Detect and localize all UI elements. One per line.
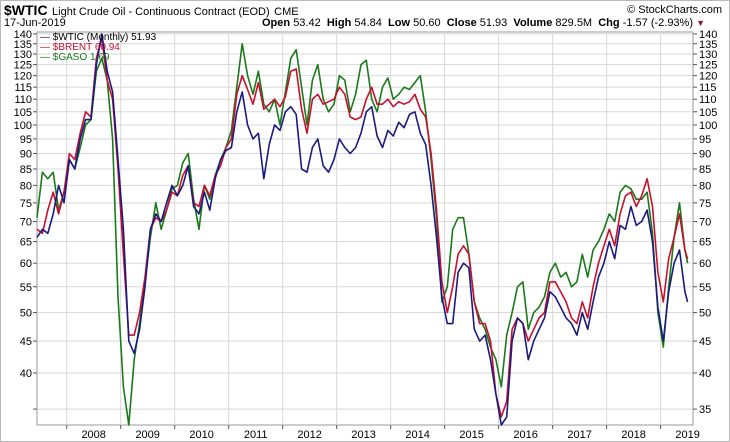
y-tick-label-right: 135 — [699, 39, 717, 51]
y-tick-label-right: 70 — [699, 217, 711, 229]
y-tick-label-right: 140 — [699, 29, 717, 41]
x-tick-label: 2010 — [189, 429, 213, 441]
volume-label: Volume — [513, 17, 553, 29]
y-tick-label-left: 40 — [20, 368, 32, 380]
y-tick-label-right: 110 — [699, 94, 717, 106]
legend-label-wtic: $WTIC (Monthly) 51.93 — [52, 32, 157, 43]
down-triangle-icon: ▼ — [696, 18, 705, 28]
high-value: 54.84 — [354, 17, 382, 29]
y-tick-label-right: 100 — [699, 120, 717, 132]
x-tick-label: 2019 — [675, 429, 699, 441]
x-tick-label: 2016 — [513, 429, 537, 441]
y-tick-label-left: 75 — [20, 198, 32, 210]
x-tick-label: 2009 — [135, 429, 159, 441]
x-tick-label: 2012 — [297, 429, 321, 441]
y-tick-label-left: 50 — [20, 308, 32, 320]
y-tick-label-right: 65 — [699, 237, 711, 249]
y-tick-label-left: 115 — [14, 82, 32, 94]
exchange-label: CME — [274, 6, 299, 18]
legend-swatch-wtic: — — [40, 32, 50, 43]
y-tick-label-right: 55 — [699, 282, 711, 294]
y-tick-label-left: 90 — [20, 148, 32, 160]
quote-bar: 17-Jun-2019 Open 53.42 High 54.84 Low 50… — [4, 17, 724, 29]
y-tick-label-right: 50 — [699, 308, 711, 320]
y-tick-label-right: 105 — [699, 107, 717, 119]
y-tick-label-left: 95 — [20, 134, 32, 146]
legend-item-brent: — $BRENT 60.94 — [40, 43, 160, 53]
y-tick-label-left: 70 — [20, 217, 32, 229]
y-tick-label-right: 115 — [699, 82, 717, 94]
close-value: 51.93 — [479, 17, 508, 29]
x-tick-label: 2013 — [351, 429, 375, 441]
y-tick-label-left: 45 — [20, 336, 32, 348]
y-tick-label-right: 95 — [699, 134, 711, 146]
y-tick-label-left: 60 — [20, 258, 32, 270]
low-value: 50.60 — [413, 17, 441, 29]
legend-swatch-gaso: — — [40, 52, 50, 63]
y-tick-label-right: 75 — [699, 198, 711, 210]
y-tick-label-left: 105 — [14, 107, 32, 119]
x-tick-label: 2014 — [405, 429, 429, 441]
plot-area — [36, 31, 694, 426]
legend-label-brent: $BRENT 60.94 — [52, 42, 120, 53]
y-tick-label-right: 35 — [699, 404, 711, 416]
y-tick-label-left: 140 — [14, 29, 32, 41]
y-tick-label-left: 85 — [20, 164, 32, 176]
y-tick-label-left: 55 — [20, 282, 32, 294]
ohlc-summary: Open 53.42 High 54.84 Low 50.60 Close 51… — [262, 17, 705, 29]
chg-label: Chg — [598, 17, 620, 29]
open-label: Open — [262, 17, 291, 29]
y-tick-label-left: 100 — [14, 120, 32, 132]
legend-item-gaso: — $GASO 1.69 — [40, 53, 160, 63]
legend-item-wtic: — $WTIC (Monthly) 51.93 — [40, 33, 160, 43]
y-tick-label-right: 125 — [699, 60, 717, 72]
x-tick-label: 2008 — [81, 429, 105, 441]
chart-header: $WTIC Light Crude Oil - Continuous Contr… — [4, 2, 724, 18]
high-label: High — [326, 17, 352, 29]
series-line-wtic — [36, 33, 689, 426]
y-tick-label-left: 65 — [20, 237, 32, 249]
y-tick-label-left: 125 — [14, 60, 32, 72]
x-tick-label: 2011 — [244, 429, 268, 441]
y-tick-label-left: 130 — [14, 49, 32, 61]
x-tick-label: 2018 — [621, 429, 645, 441]
x-tick-label: 2017 — [567, 429, 591, 441]
credit-label[interactable]: © StockCharts.com — [627, 4, 722, 16]
y-tick-label-right: 130 — [699, 49, 717, 61]
y-tick-label-right: 80 — [699, 180, 711, 192]
y-tick-label-left: 135 — [14, 39, 32, 51]
y-tick-label-right: 40 — [699, 368, 711, 380]
volume-value: 829.5M — [555, 17, 593, 29]
y-tick-label-right: 120 — [699, 71, 717, 83]
chg-value: -1.57 (-2.93%) — [622, 17, 693, 29]
y-tick-label-left: 120 — [14, 71, 32, 83]
legend-swatch-brent: — — [40, 42, 50, 53]
date-label: 17-Jun-2019 — [4, 17, 66, 29]
legend-label-gaso: $GASO 1.69 — [52, 52, 110, 63]
y-tick-label-right: 45 — [699, 336, 711, 348]
y-tick-label-right: 85 — [699, 164, 711, 176]
y-tick-label-left: 80 — [20, 180, 32, 192]
close-label: Close — [446, 17, 477, 29]
low-label: Low — [388, 17, 411, 29]
y-tick-label-right: 90 — [699, 148, 711, 160]
y-tick-label-left: 110 — [14, 94, 32, 106]
y-tick-label-right: 60 — [699, 258, 711, 270]
description-label: Light Crude Oil - Continuous Contract (E… — [52, 6, 270, 18]
symbol-label: $WTIC — [4, 2, 48, 18]
x-tick-label: 2015 — [459, 429, 483, 441]
open-value: 53.42 — [293, 17, 321, 29]
